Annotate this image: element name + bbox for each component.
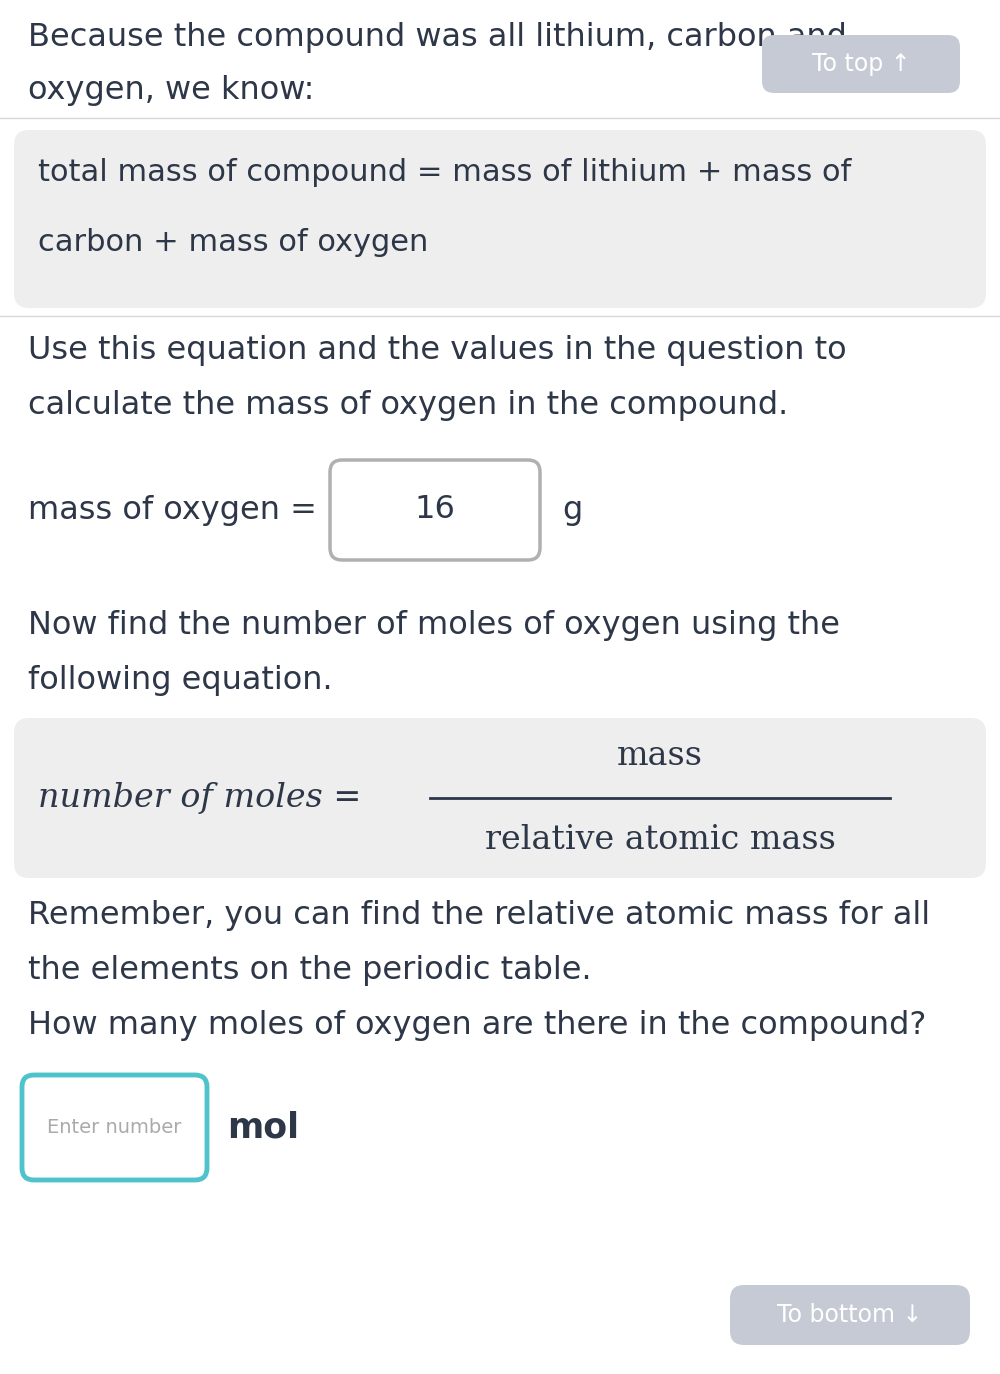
Text: To top ↑: To top ↑ — [812, 52, 910, 76]
Text: Remember, you can find the relative atomic mass for all: Remember, you can find the relative atom… — [28, 900, 930, 932]
Text: calculate the mass of oxygen in the compound.: calculate the mass of oxygen in the comp… — [28, 390, 788, 420]
FancyBboxPatch shape — [330, 460, 540, 561]
Text: following equation.: following equation. — [28, 665, 333, 697]
FancyBboxPatch shape — [14, 131, 986, 308]
Text: 16: 16 — [415, 495, 455, 525]
Text: carbon + mass of oxygen: carbon + mass of oxygen — [38, 228, 428, 257]
Text: g: g — [562, 495, 582, 525]
Text: mol: mol — [227, 1110, 299, 1145]
Text: Now find the number of moles of oxygen using the: Now find the number of moles of oxygen u… — [28, 610, 840, 642]
FancyBboxPatch shape — [22, 1074, 207, 1180]
Text: mass of oxygen =: mass of oxygen = — [28, 495, 317, 525]
Text: mass: mass — [617, 741, 703, 772]
Text: How many moles of oxygen are there in the compound?: How many moles of oxygen are there in th… — [28, 1010, 926, 1041]
Text: To bottom ↓: To bottom ↓ — [777, 1303, 923, 1327]
FancyBboxPatch shape — [762, 34, 960, 93]
Text: Because the compound was all lithium, carbon and: Because the compound was all lithium, ca… — [28, 22, 847, 54]
Text: oxygen, we know:: oxygen, we know: — [28, 76, 314, 106]
Text: relative atomic mass: relative atomic mass — [485, 824, 835, 856]
Text: Enter number: Enter number — [47, 1118, 182, 1138]
Text: Use this equation and the values in the question to: Use this equation and the values in the … — [28, 335, 847, 365]
FancyBboxPatch shape — [14, 719, 986, 878]
Text: the elements on the periodic table.: the elements on the periodic table. — [28, 955, 592, 987]
Text: number of moles =: number of moles = — [38, 782, 361, 813]
FancyBboxPatch shape — [730, 1285, 970, 1345]
Text: total mass of compound = mass of lithium + mass of: total mass of compound = mass of lithium… — [38, 158, 851, 187]
